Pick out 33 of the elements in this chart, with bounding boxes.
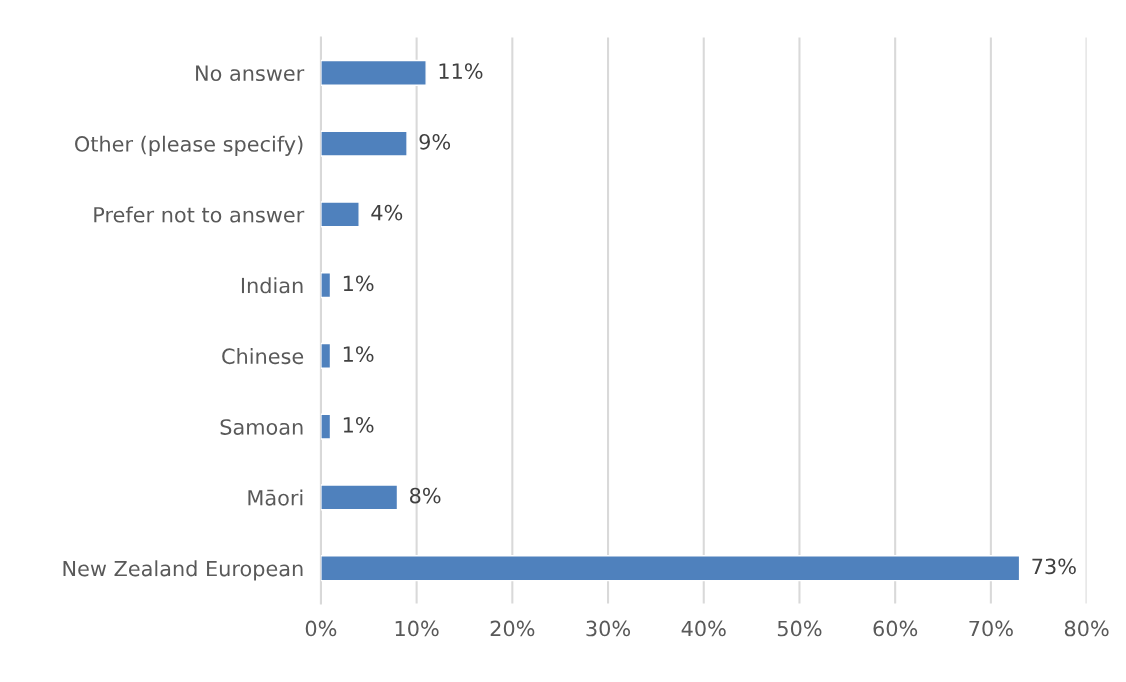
data-label: 9% [419,133,451,150]
y-tick-label: Indian [241,277,303,294]
y-tick-label: New Zealand European [63,560,303,581]
x-tick-label: 0% [305,620,337,637]
x-tick-label: 10% [395,620,439,637]
data-label: 73% [1032,558,1076,575]
y-tick-label: No answer [196,65,305,82]
bar [320,130,408,157]
x-tick-label: 60% [873,620,918,637]
y-tick-label: Prefer not to answer [94,206,305,223]
y-tick-label: Samoan [220,419,303,435]
bar [320,555,1021,582]
x-tick-label: 20% [490,620,535,637]
x-tick-label: 40% [681,620,726,637]
bar [320,59,427,86]
data-label: 1% [343,346,374,362]
data-label: 1% [343,275,374,292]
data-label: 1% [343,416,374,433]
bar [320,413,332,440]
y-tick-label: Māori [248,489,303,506]
bar [320,272,332,299]
data-label: 11% [439,63,483,79]
data-label: 8% [410,487,441,504]
x-tick-label: 50% [777,620,822,637]
x-tick-label: 30% [586,620,631,637]
x-tick-label: 80% [1064,620,1109,637]
bar [320,484,399,511]
bar [320,342,332,369]
y-tick-label: Chinese [222,348,304,365]
x-tick-label: 70% [969,620,1013,637]
bar [320,201,360,228]
data-label: 4% [371,204,403,221]
y-tick-label: Other (please specify) [75,135,303,156]
